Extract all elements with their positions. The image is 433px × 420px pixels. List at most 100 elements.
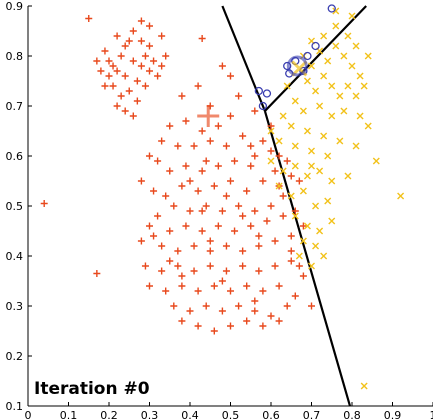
data-point-cluster1 [146, 152, 153, 160]
data-point-cluster1 [287, 257, 295, 265]
data-point-cluster1 [283, 157, 291, 165]
data-point-cluster1 [210, 282, 218, 290]
data-point-cluster2 [332, 7, 340, 15]
data-point-cluster1 [206, 137, 214, 145]
data-point-cluster1 [279, 212, 287, 220]
data-point-cluster2 [320, 252, 328, 260]
data-point-cluster2 [344, 172, 352, 180]
data-point-cluster1 [214, 222, 222, 230]
data-point-cluster1 [137, 37, 145, 45]
centroid-cluster1 [197, 105, 220, 127]
x-tick-label: 0.2 [100, 409, 118, 420]
data-point-cluster1 [154, 212, 162, 220]
data-point-cluster1 [125, 87, 133, 95]
data-point-cluster1 [194, 322, 202, 330]
data-point-cluster1 [97, 67, 105, 75]
data-point-cluster1 [162, 287, 170, 295]
data-point-cluster2 [372, 157, 380, 165]
data-point-cluster2 [397, 192, 405, 200]
data-point-cluster1 [146, 22, 153, 30]
data-point-cluster1 [267, 312, 275, 320]
data-point-cluster1 [235, 202, 243, 210]
data-point-cluster2 [275, 182, 283, 190]
data-point-cluster1 [150, 57, 158, 65]
x-tick-label: 0.3 [141, 409, 159, 420]
x-tick-label: 1 [430, 409, 433, 420]
data-point-cluster2 [308, 262, 315, 270]
data-point-cluster1 [105, 57, 113, 65]
x-tick-label: 0.5 [222, 409, 240, 420]
data-point-cluster1 [239, 262, 247, 270]
data-point-cluster2 [312, 87, 320, 95]
data-point-cluster1 [170, 202, 178, 210]
data-point-cluster2 [352, 142, 360, 150]
centroid-cluster3 [286, 55, 308, 77]
data-point-cluster1 [194, 82, 202, 90]
data-point-cluster3 [327, 4, 336, 13]
data-point-cluster1 [218, 277, 226, 285]
data-point-cluster1 [121, 72, 129, 80]
data-point-cluster2 [320, 72, 328, 80]
data-point-cluster1 [218, 62, 226, 70]
x-tick-label: 0.1 [60, 409, 78, 420]
data-point-cluster1 [121, 42, 129, 50]
y-tick-label: 0.5 [6, 200, 24, 213]
data-point-cluster1 [251, 307, 259, 315]
data-point-cluster2 [299, 107, 307, 115]
data-points [40, 4, 405, 390]
data-point-cluster1 [206, 262, 214, 270]
data-point-cluster1 [194, 287, 202, 295]
data-point-cluster2 [308, 147, 315, 155]
data-point-cluster1 [283, 302, 291, 310]
data-point-cluster1 [133, 77, 141, 85]
data-point-cluster1 [141, 262, 149, 270]
data-point-cluster1 [154, 157, 162, 165]
data-point-cluster1 [222, 242, 230, 250]
data-point-cluster1 [105, 72, 113, 80]
data-point-cluster1 [287, 232, 295, 240]
x-tick-label: 0.7 [303, 409, 321, 420]
data-point-cluster1 [218, 307, 226, 315]
data-point-cluster2 [320, 32, 328, 40]
data-point-cluster1 [222, 267, 230, 275]
data-point-cluster1 [239, 212, 247, 220]
data-point-cluster1 [113, 102, 121, 110]
data-point-cluster1 [247, 142, 255, 150]
data-point-cluster1 [113, 32, 121, 40]
data-point-cluster1 [166, 257, 174, 265]
data-point-cluster1 [202, 157, 210, 165]
data-point-cluster1 [239, 247, 247, 255]
data-point-cluster2 [312, 242, 320, 250]
data-point-cluster1 [125, 37, 133, 45]
data-point-cluster2 [279, 112, 287, 120]
x-tick-label: 0 [25, 409, 32, 420]
data-point-cluster1 [243, 187, 251, 195]
data-point-cluster1 [93, 270, 101, 277]
data-point-cluster1 [129, 27, 137, 35]
data-point-cluster2 [267, 157, 275, 165]
data-point-cluster1 [243, 282, 251, 290]
data-point-cluster2 [299, 237, 307, 245]
data-point-cluster2 [336, 92, 344, 100]
data-point-cluster3 [303, 51, 312, 61]
data-point-cluster2 [320, 132, 328, 140]
data-point-cluster1 [222, 142, 230, 150]
data-point-cluster1 [166, 122, 174, 130]
data-point-cluster2 [299, 187, 307, 195]
data-point-cluster1 [158, 267, 166, 275]
data-point-cluster1 [227, 322, 234, 330]
data-point-cluster2 [332, 22, 340, 30]
data-point-cluster1 [178, 272, 186, 280]
data-point-cluster2 [364, 122, 372, 130]
data-point-cluster1 [117, 52, 125, 60]
data-point-cluster2 [336, 137, 344, 145]
data-point-cluster1 [182, 117, 190, 125]
data-point-cluster1 [227, 112, 234, 120]
data-point-cluster1 [255, 267, 263, 275]
data-point-cluster2 [283, 82, 291, 90]
data-point-cluster2 [344, 82, 352, 90]
data-point-cluster1 [146, 222, 153, 230]
data-point-cluster3 [258, 101, 268, 111]
data-point-cluster1 [129, 57, 137, 65]
data-point-cluster1 [146, 42, 153, 50]
